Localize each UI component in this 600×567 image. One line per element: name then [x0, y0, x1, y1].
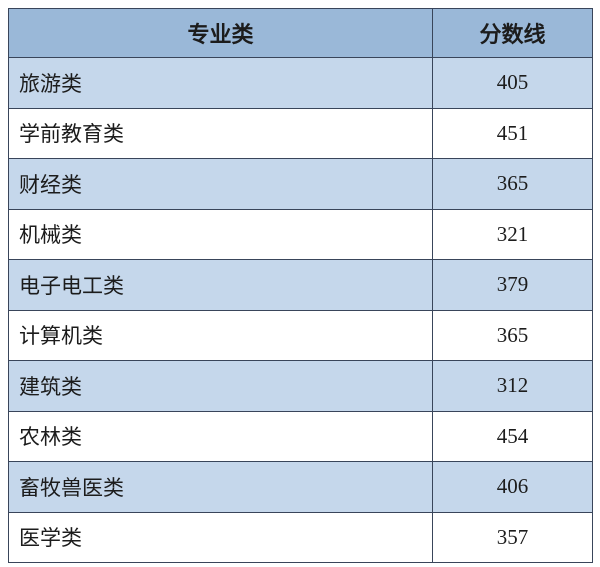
score-table-body: 旅游类 405 学前教育类 451 财经类 365 机械类 321 电子电工类 379 计算机类 36… [8, 57, 593, 563]
category-cell: 电子电工类 [8, 259, 433, 311]
category-cell: 建筑类 [8, 360, 433, 412]
category-cell: 机械类 [8, 208, 433, 260]
score-cell: 451 [432, 107, 593, 159]
score-table-container: 专业类 分数线 旅游类 405 学前教育类 451 财经类 365 机械类 321 电子电工类 3… [8, 8, 593, 563]
table-row: 机械类 321 [8, 208, 593, 260]
table-row: 学前教育类 451 [8, 107, 593, 159]
table-row: 医学类 357 [8, 511, 593, 563]
score-table-header: 专业类 分数线 [8, 8, 593, 58]
header-cell-score: 分数线 [432, 8, 593, 58]
category-cell: 畜牧兽医类 [8, 461, 433, 513]
table-row: 电子电工类 379 [8, 259, 593, 311]
score-table: 专业类 分数线 旅游类 405 学前教育类 451 财经类 365 机械类 321 电子电工类 3… [8, 8, 593, 563]
header-cell-category: 专业类 [8, 8, 433, 58]
table-row: 财经类 365 [8, 158, 593, 210]
table-row: 畜牧兽医类 406 [8, 461, 593, 513]
category-cell: 财经类 [8, 158, 433, 210]
table-row: 建筑类 312 [8, 360, 593, 412]
score-cell: 406 [432, 461, 593, 513]
score-cell: 365 [432, 158, 593, 210]
score-cell: 365 [432, 309, 593, 361]
score-cell: 454 [432, 410, 593, 462]
score-cell: 357 [432, 511, 593, 563]
category-cell: 医学类 [8, 511, 433, 563]
category-cell: 计算机类 [8, 309, 433, 361]
score-cell: 379 [432, 259, 593, 311]
score-cell: 312 [432, 360, 593, 412]
score-cell: 321 [432, 208, 593, 260]
category-cell: 学前教育类 [8, 107, 433, 159]
score-cell: 405 [432, 57, 593, 109]
table-row: 农林类 454 [8, 410, 593, 462]
category-cell: 农林类 [8, 410, 433, 462]
header-row: 专业类 分数线 [8, 8, 593, 58]
category-cell: 旅游类 [8, 57, 433, 109]
table-row: 计算机类 365 [8, 309, 593, 361]
table-row: 旅游类 405 [8, 57, 593, 109]
